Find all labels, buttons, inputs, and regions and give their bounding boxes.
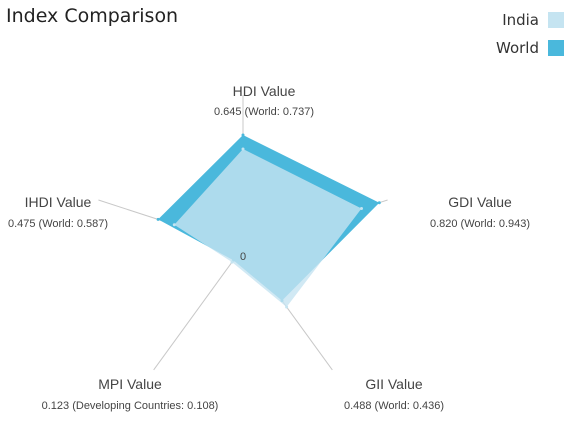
axis-value-mpi-value: 0.123 (Developing Countries: 0.108) <box>42 400 219 412</box>
axis-value-gdi-value: 0.820 (World: 0.943) <box>430 218 530 230</box>
data-point-india-4 <box>172 223 176 227</box>
series-area-india <box>174 149 362 307</box>
axis-name-mpi-value: MPI Value <box>98 376 162 392</box>
legend-item-world[interactable]: World <box>496 34 564 62</box>
axis-line-mpi-value <box>153 246 244 371</box>
chart-title: Index Comparison <box>6 5 179 27</box>
data-point-world-0 <box>241 133 245 137</box>
legend-label-india: India <box>502 11 539 29</box>
axis-name-hdi-value: HDI Value <box>233 83 296 99</box>
data-point-world-1 <box>377 201 381 205</box>
axis-name-ihdi-value: IHDI Value <box>25 194 92 210</box>
axis-value-ihdi-value: 0.475 (World: 0.587) <box>8 218 108 230</box>
legend-item-india[interactable]: India <box>496 6 564 34</box>
data-point-india-1 <box>360 207 363 210</box>
legend-label-world: World <box>496 39 539 57</box>
legend-swatch-india <box>548 12 564 28</box>
axis-value-hdi-value: 0.645 (World: 0.737) <box>214 106 314 118</box>
data-point-india-0 <box>241 147 245 151</box>
axis-value-gii-value: 0.488 (World: 0.436) <box>344 400 444 412</box>
legend-swatch-world <box>548 40 564 56</box>
axis-name-gii-value: GII Value <box>365 376 423 392</box>
data-point-world-4 <box>156 217 160 221</box>
center-label: 0 <box>240 251 246 263</box>
data-point-india-2 <box>285 305 289 309</box>
data-point-india-3 <box>230 260 234 264</box>
chart-legend: India World <box>496 6 564 62</box>
axis-name-gdi-value: GDI Value <box>448 194 512 210</box>
